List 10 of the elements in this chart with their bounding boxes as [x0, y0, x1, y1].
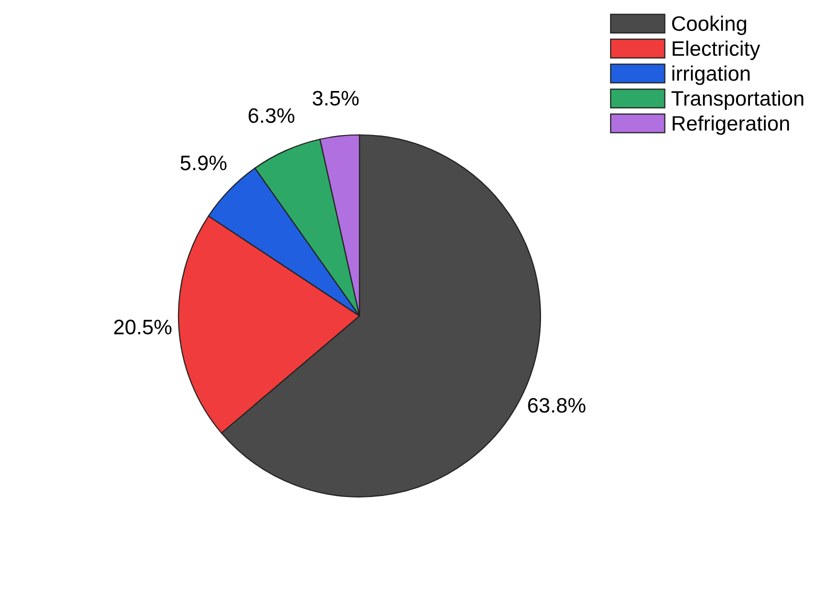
- data-label: 3.5%: [312, 90, 359, 106]
- legend-label: Electricity: [672, 40, 760, 60]
- data-label: 63.8%: [528, 398, 586, 413]
- data-label: 20.5%: [114, 320, 172, 334]
- data-label: 6.3%: [248, 108, 294, 123]
- legend-label: Cooking: [672, 16, 746, 36]
- data-label: 5.9%: [180, 156, 226, 170]
- legend-label: Transportation: [672, 90, 804, 110]
- legend-label: Refrigeration: [672, 115, 789, 135]
- legend-label: irrigation: [672, 66, 750, 85]
